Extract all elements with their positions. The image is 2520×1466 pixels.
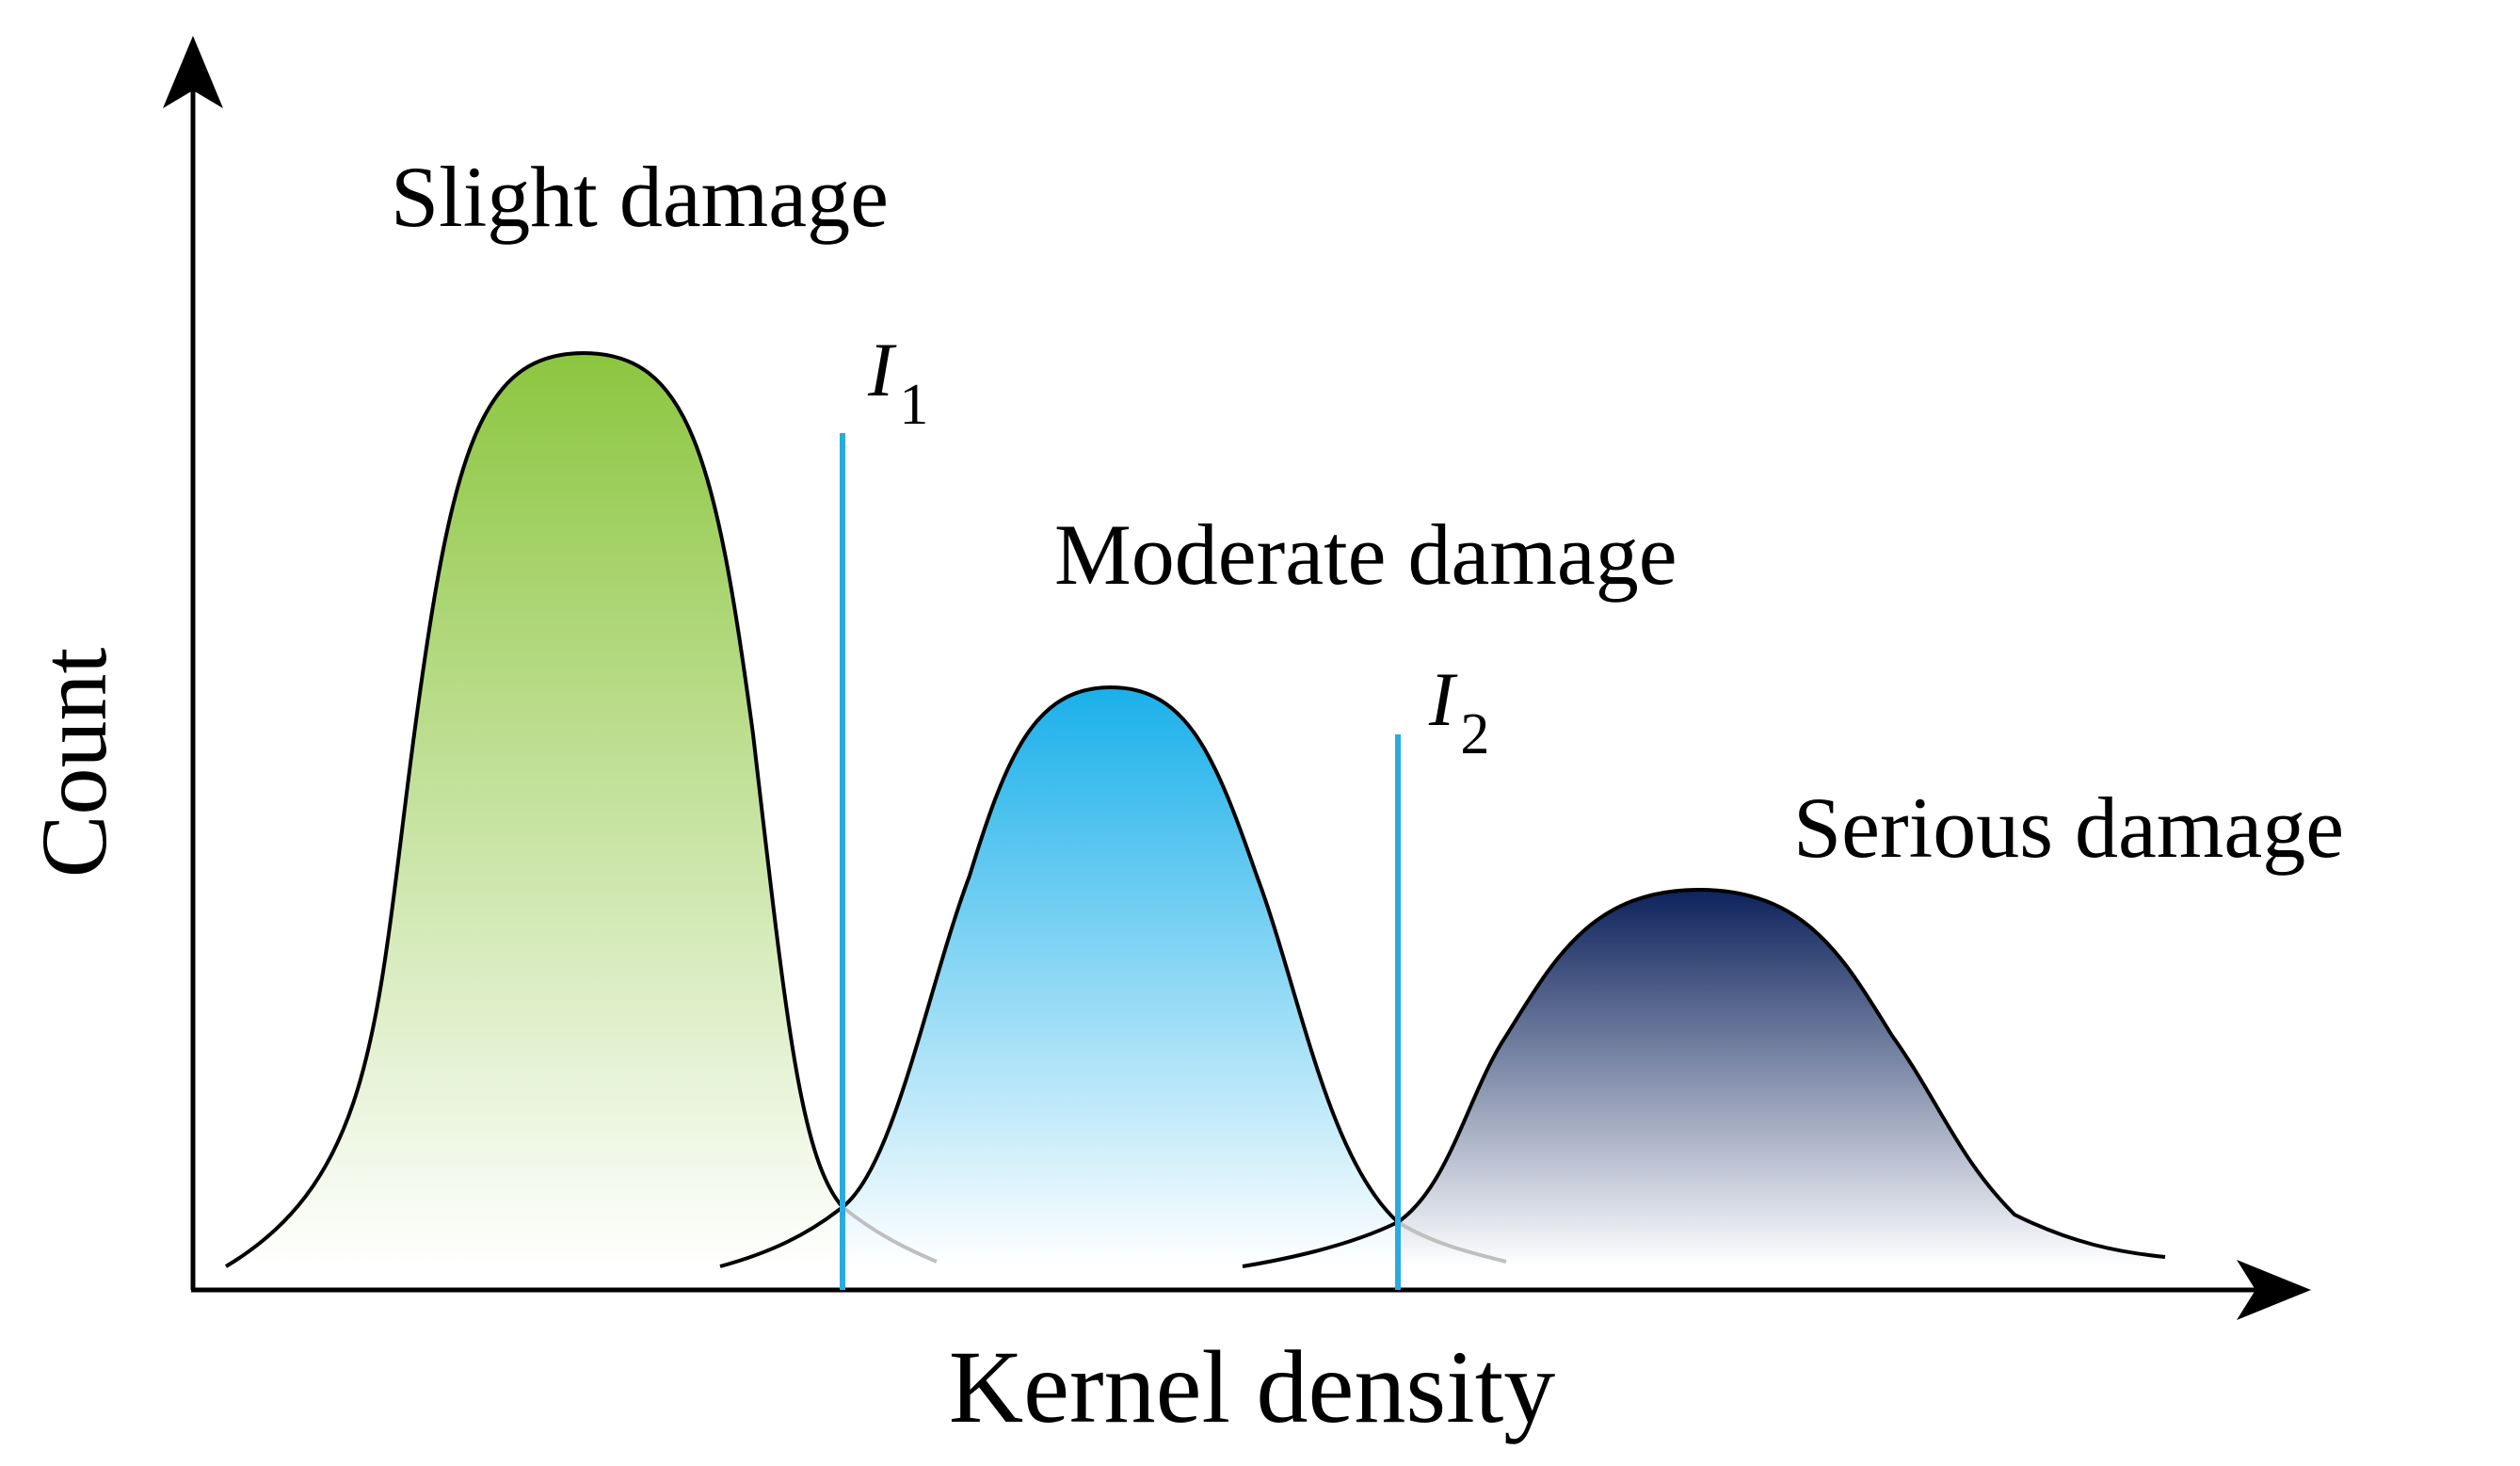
moderate-damage-label: Moderate damage	[1054, 507, 1677, 603]
moderate-damage-curve	[843, 687, 1398, 1266]
moderate-damage-outline	[719, 685, 1400, 1268]
moderate-damage-tail	[1396, 1220, 1507, 1264]
y-axis-arrowhead	[163, 36, 223, 108]
serious-damage-curve	[1398, 890, 2165, 1266]
threshold-label-2: I2	[1428, 656, 1489, 766]
threshold-label-1: I1	[867, 327, 928, 437]
threshold-2-symbol: I	[1428, 656, 1458, 742]
serious-damage-outline	[1242, 887, 2166, 1268]
slight-damage-curve	[226, 353, 843, 1266]
distribution-curves	[226, 353, 2165, 1266]
y-axis-title: Count	[22, 648, 126, 878]
threshold-1-symbol: I	[867, 327, 897, 412]
threshold-1-subscript: 1	[899, 373, 928, 437]
x-axis-title: Kernel density	[949, 1329, 1556, 1444]
curve-outlines	[224, 350, 2166, 1268]
axes	[163, 36, 2311, 1320]
thresholds	[840, 433, 1401, 1290]
slight-damage-label: Slight damage	[391, 149, 889, 245]
serious-damage-label: Serious damage	[1793, 780, 2344, 876]
slight-damage-outline	[224, 350, 844, 1268]
x-axis-arrowhead	[2237, 1260, 2311, 1320]
threshold-2-subscript: 2	[1460, 702, 1489, 766]
slight-damage-tail	[841, 1205, 938, 1264]
